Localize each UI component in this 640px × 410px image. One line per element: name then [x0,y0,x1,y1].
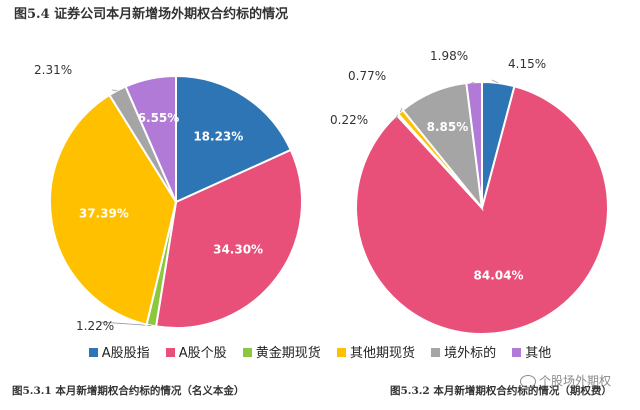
data-label: 34.30% [213,242,263,256]
caption-right: 图5.3.2 本月新增期权合约标的情况（期权费） [390,385,612,397]
data-label: 2.31% [34,63,72,77]
legend-swatch [88,348,98,357]
data-label: 84.04% [474,268,524,282]
data-label: 1.22% [76,319,114,333]
legend: A股股指 A股个股 黄金期现货 其他期现货 境外标的 其他 [0,342,640,361]
legend-swatch [512,348,522,357]
legend-swatch [242,348,252,357]
legend-label: 黄金期现货 [255,346,321,361]
legend-item-stock: A股个股 [165,342,227,361]
legend-item-other: 其他 [512,342,551,361]
legend-item-gold: 黄金期现货 [242,342,321,361]
pie-slice [124,74,177,203]
data-label: 1.98% [430,49,468,63]
pie-slice [465,80,483,209]
legend-swatch [165,348,175,357]
data-label: 0.77% [348,69,386,83]
legend-item-overseas: 境外标的 [431,342,496,361]
watermark-text: 个股场外期权 [539,374,612,388]
caption-left: 图5.3.1 本月新增期权合约标的情况（名义本金） [12,385,245,397]
pie-slice [355,85,609,335]
legend-label: A股个股 [178,346,227,361]
legend-label: 境外标的 [444,346,497,361]
data-label: 6.55% [138,111,180,125]
legend-label: 其他期现货 [349,346,415,361]
legend-swatch [431,348,441,357]
watermark: 个股场外期权 [520,372,611,389]
legend-swatch [336,348,346,357]
legend-label: A股股指 [101,346,150,361]
leader-line [491,79,499,84]
data-label: 0.22% [330,113,368,127]
wechat-icon [520,375,536,388]
pie-slice [154,148,303,329]
leader-line [400,107,403,113]
data-label: 8.85% [427,120,469,134]
data-label: 18.23% [193,129,243,143]
pie-slice [175,74,293,204]
leader-line [99,321,152,326]
legend-item-other-futures: 其他期现货 [336,342,415,361]
data-label: 37.39% [79,207,129,221]
leader-line [469,81,475,85]
figure-title: 图5.4 证券公司本月新增场外期权合约标的情况 [14,7,289,22]
data-label: 4.15% [508,57,546,71]
legend-item-index: A股股指 [88,342,150,361]
leader-line [395,114,398,121]
legend-label: 其他 [525,346,552,361]
pie-charts: 18.23% 34.30% 1.22% 37.39% 2.31% 6.55% 4.15% 84… [34,49,609,335]
